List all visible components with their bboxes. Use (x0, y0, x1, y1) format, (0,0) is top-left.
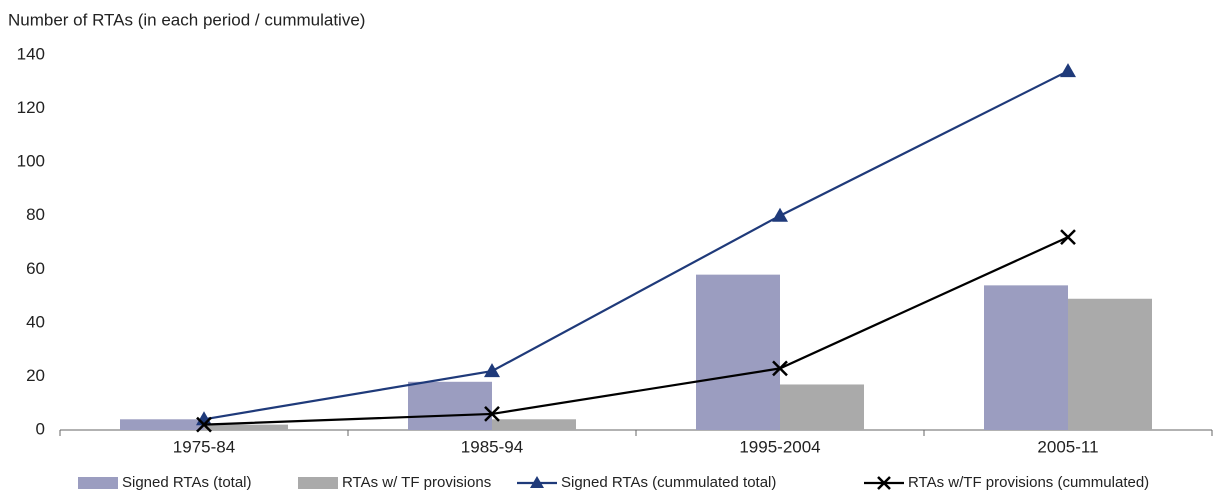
y-tick-label: 40 (26, 312, 45, 331)
bar (984, 285, 1068, 430)
y-tick-label: 100 (17, 152, 45, 171)
marker (772, 207, 788, 222)
bar (120, 419, 204, 430)
legend-label: RTAs w/ TF provisions (342, 474, 491, 491)
line (203, 236, 1069, 426)
y-tick-label: 120 (17, 98, 45, 117)
marker (1060, 229, 1076, 246)
bar (408, 381, 492, 430)
legend-marker (877, 476, 891, 490)
bar (780, 384, 864, 430)
y-axis-label: Number of RTAs (in each period / cummula… (8, 10, 365, 29)
bar (696, 274, 780, 430)
legend-label: Signed RTAs (cummulated total) (561, 474, 776, 491)
legend-swatch (78, 477, 118, 489)
x-tick-label: 1985-94 (461, 437, 523, 456)
marker (196, 416, 212, 433)
x-tick-label: 1995-2004 (739, 437, 820, 456)
marker (772, 360, 788, 377)
legend-label: Signed RTAs (total) (122, 474, 252, 491)
y-tick-label: 140 (17, 44, 45, 63)
marker (1060, 63, 1076, 78)
x-tick-label: 1975-84 (173, 437, 235, 456)
y-tick-label: 0 (36, 419, 45, 438)
x-tick-label: 2005-11 (1037, 437, 1098, 456)
line (203, 70, 1069, 421)
y-tick-label: 60 (26, 259, 45, 278)
marker (484, 363, 500, 378)
legend-marker (530, 476, 544, 488)
bar (1068, 298, 1152, 430)
y-tick-label: 20 (26, 366, 45, 385)
bar (492, 419, 576, 430)
bar (204, 424, 288, 430)
legend-swatch (298, 477, 338, 489)
legend-label: RTAs w/TF provisions (cummulated) (908, 474, 1149, 491)
marker (484, 406, 500, 422)
y-tick-label: 80 (26, 205, 45, 224)
